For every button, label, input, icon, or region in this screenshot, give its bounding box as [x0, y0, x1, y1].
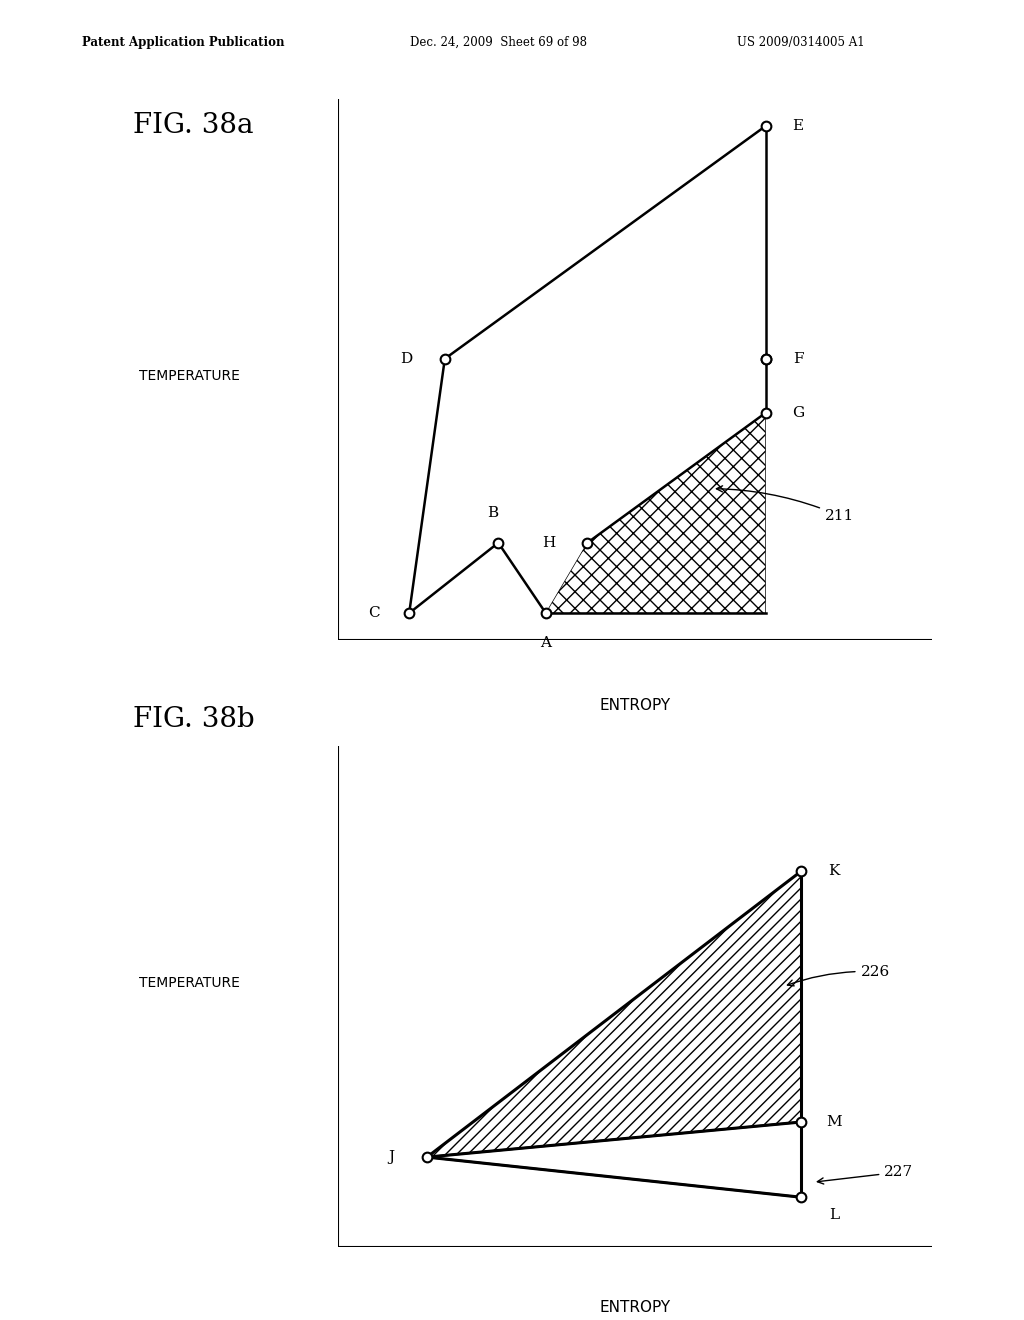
Text: Dec. 24, 2009  Sheet 69 of 98: Dec. 24, 2009 Sheet 69 of 98: [410, 36, 587, 49]
Text: H: H: [542, 536, 555, 550]
Text: C: C: [368, 606, 379, 620]
Text: F: F: [793, 351, 804, 366]
Text: D: D: [400, 351, 413, 366]
Text: FIG. 38b: FIG. 38b: [133, 706, 255, 733]
Text: J: J: [388, 1150, 394, 1164]
Text: Patent Application Publication: Patent Application Publication: [82, 36, 285, 49]
Text: M: M: [826, 1115, 842, 1129]
Text: 211: 211: [717, 486, 854, 523]
Text: ENTROPY: ENTROPY: [599, 698, 671, 713]
Text: 226: 226: [787, 965, 890, 986]
Text: L: L: [828, 1208, 839, 1222]
Text: 227: 227: [817, 1166, 913, 1184]
Text: A: A: [541, 636, 551, 649]
Text: K: K: [828, 865, 840, 878]
Text: US 2009/0314005 A1: US 2009/0314005 A1: [737, 36, 865, 49]
Text: TEMPERATURE: TEMPERATURE: [139, 977, 240, 990]
Text: FIG. 38a: FIG. 38a: [133, 112, 254, 139]
Text: ENTROPY: ENTROPY: [599, 1300, 671, 1315]
Text: G: G: [793, 405, 804, 420]
Polygon shape: [427, 1122, 801, 1197]
Text: B: B: [486, 506, 498, 520]
Text: TEMPERATURE: TEMPERATURE: [139, 370, 240, 383]
Text: E: E: [793, 119, 804, 133]
